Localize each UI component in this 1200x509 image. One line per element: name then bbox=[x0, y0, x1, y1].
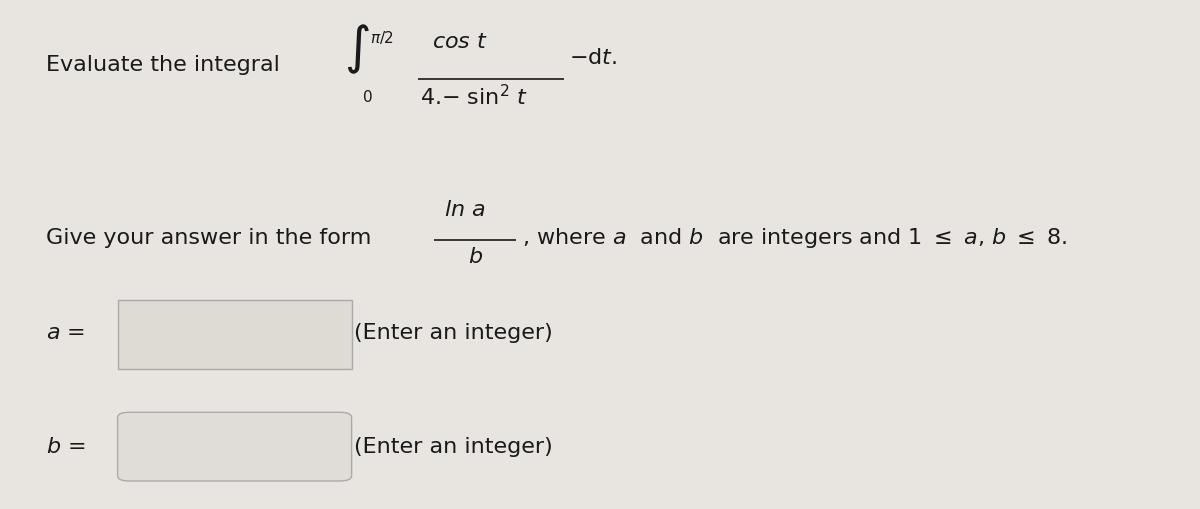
Text: (Enter an integer): (Enter an integer) bbox=[354, 323, 553, 344]
Text: Evaluate the integral: Evaluate the integral bbox=[46, 55, 280, 75]
Text: $a$ =: $a$ = bbox=[46, 323, 84, 344]
Text: $0$: $0$ bbox=[362, 89, 373, 105]
Text: Give your answer in the form: Give your answer in the form bbox=[46, 229, 371, 248]
Text: (Enter an integer): (Enter an integer) bbox=[354, 437, 553, 457]
Text: cos $t$: cos $t$ bbox=[432, 33, 488, 52]
Text: $-$d$t$.: $-$d$t$. bbox=[569, 48, 617, 68]
Text: $\int$: $\int$ bbox=[344, 23, 370, 76]
Text: $\pi/2$: $\pi/2$ bbox=[370, 29, 394, 46]
FancyBboxPatch shape bbox=[118, 300, 352, 369]
Text: $b$: $b$ bbox=[468, 247, 484, 267]
Text: 4.$-$ sin$^2$ $t$: 4.$-$ sin$^2$ $t$ bbox=[420, 84, 528, 109]
FancyBboxPatch shape bbox=[118, 412, 352, 481]
Text: ln $a$: ln $a$ bbox=[444, 201, 486, 220]
Text: $b$ =: $b$ = bbox=[46, 437, 85, 457]
Text: , where $a$  and $b$  are integers and 1 $\leq$ $a$, $b$ $\leq$ 8.: , where $a$ and $b$ are integers and 1 $… bbox=[522, 227, 1068, 250]
